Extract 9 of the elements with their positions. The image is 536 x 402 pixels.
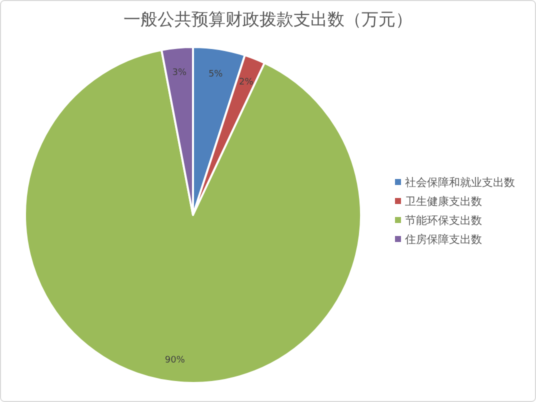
data-label: 3%: [172, 68, 187, 78]
data-label: 90%: [164, 355, 186, 366]
legend-label: 住房保障支出数: [405, 233, 482, 246]
legend-label: 卫生健康支出数: [405, 195, 482, 208]
legend-label: 节能环保支出数: [405, 214, 482, 227]
data-label: 2%: [239, 78, 254, 88]
data-label: 5%: [208, 69, 224, 80]
chart-title: 一般公共预算财政拨款支出数（万元）: [124, 10, 412, 30]
legend-label: 社会保障和就业支出数: [405, 176, 515, 189]
